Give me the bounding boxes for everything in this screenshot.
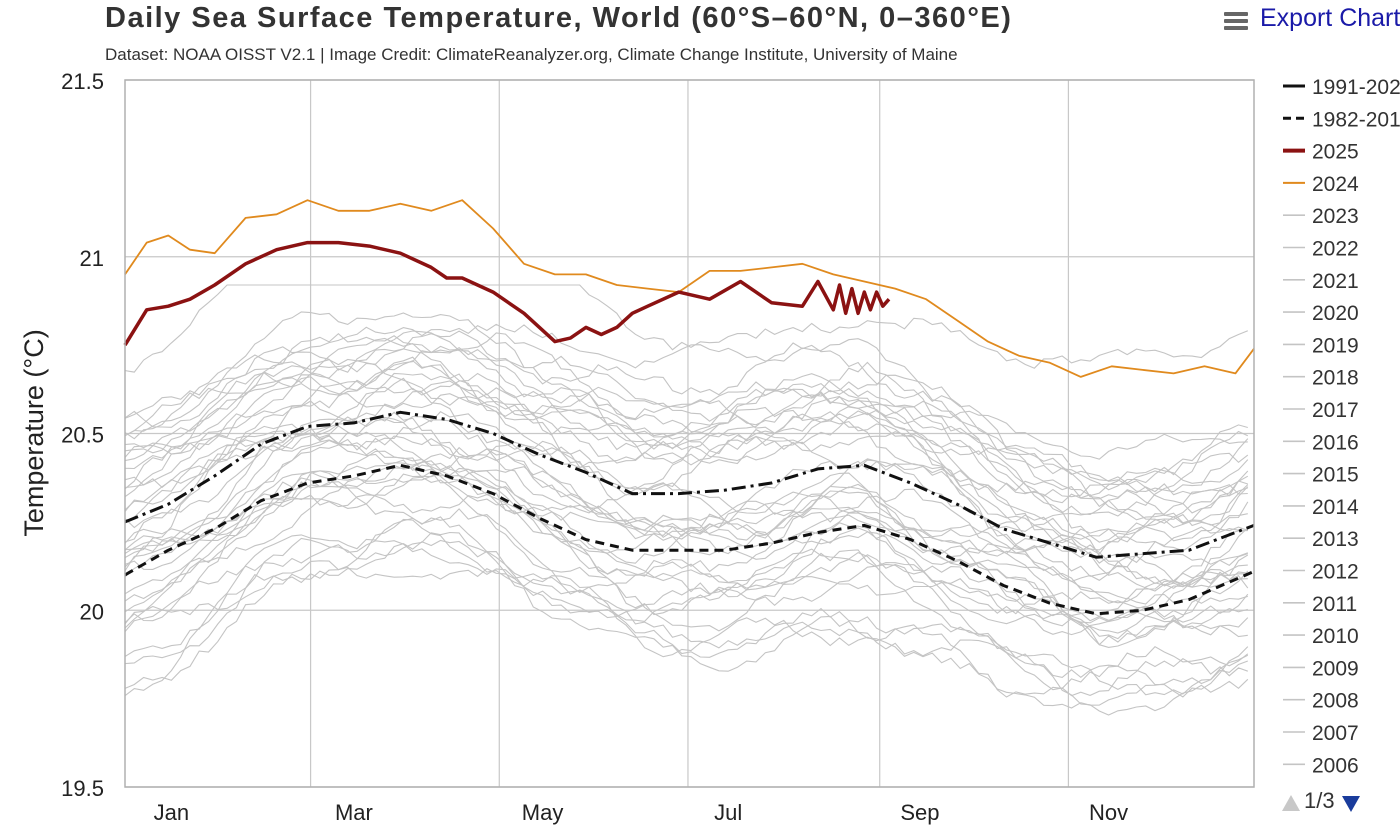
x-tick-label: May (522, 800, 564, 825)
year-line (124, 539, 1248, 709)
year-line (124, 330, 1249, 497)
legend-item-label: 1991-202 (1312, 76, 1400, 99)
legend-item-label: 2011 (1312, 593, 1357, 616)
x-tick-label: Jul (714, 800, 742, 825)
year-line (124, 348, 1248, 514)
series-layer (123, 199, 1255, 616)
x-tick-label: Nov (1089, 800, 1128, 825)
year-line (124, 419, 1248, 583)
legend-item-label: 2015 (1312, 464, 1359, 487)
legend-item-label: 1982-201 (1312, 108, 1400, 131)
year-line (124, 476, 1249, 636)
series-line-2024 (124, 199, 1255, 378)
pager-down-icon[interactable] (1342, 796, 1360, 812)
legend-item-label: 2025 (1312, 141, 1359, 164)
y-tick-label: 21 (80, 246, 104, 271)
year-line (124, 323, 1248, 484)
y-tick-label: 20.5 (61, 423, 104, 448)
legend-item-label: 2013 (1312, 528, 1359, 551)
legend-pager: 1/3 (1282, 788, 1400, 818)
legend-item-label: 2006 (1312, 754, 1359, 777)
y-tick-label: 20 (80, 599, 104, 624)
year-line (124, 330, 1249, 498)
y-tick-label: 19.5 (61, 776, 104, 801)
y-tick-label: 21.5 (61, 69, 104, 94)
year-line (124, 356, 1249, 524)
x-tick-labels: Jan Mar May Jul Sep Nov (154, 800, 1129, 825)
legend-item-label: 2024 (1312, 173, 1359, 196)
year-line (124, 380, 1248, 555)
year-line (124, 411, 1248, 577)
legend-item-label: 2010 (1312, 625, 1359, 648)
pager-label: 1/3 (1304, 788, 1335, 813)
year-line (124, 284, 1249, 373)
year-line (124, 409, 1248, 585)
legend-item-label: 2009 (1312, 657, 1359, 680)
year-line (124, 472, 1249, 628)
series-line-1991-2020-mean (124, 410, 1255, 559)
plot-frame (124, 79, 1255, 788)
export-chart-button[interactable]: Export Chart (1224, 4, 1400, 36)
year-line (124, 332, 1249, 511)
year-line (124, 464, 1249, 640)
year-line (124, 516, 1249, 678)
legend-item-label: 2016 (1312, 431, 1359, 454)
year-line (124, 332, 1249, 491)
year-line (124, 372, 1249, 552)
year-line (124, 423, 1248, 588)
legend-item-label: 2018 (1312, 367, 1359, 390)
year-line (124, 360, 1249, 525)
chart-title: Daily Sea Surface Temperature, World (60… (105, 2, 1013, 34)
year-line (124, 518, 1249, 698)
year-line (124, 358, 1248, 521)
series-line-2025 (123, 240, 891, 347)
legend-item-label: 2021 (1312, 270, 1359, 293)
x-tick-label: Sep (900, 800, 939, 825)
year-line (124, 411, 1249, 588)
export-chart-label: Export Chart (1260, 4, 1400, 32)
y-tick-labels: 19.5 20 20.5 21 21.5 (61, 69, 104, 801)
legend-item-label: 2007 (1312, 722, 1359, 745)
year-line (124, 444, 1248, 600)
legend-item-label: 2019 (1312, 334, 1359, 357)
year-line (124, 439, 1249, 604)
legend-item-label: 2008 (1312, 690, 1359, 713)
year-line (124, 460, 1248, 618)
legend-item-label: 2023 (1312, 205, 1359, 228)
legend-item-label: 2022 (1312, 238, 1359, 261)
background-year-lines (124, 284, 1249, 716)
series-line-1982-2011-mean (124, 463, 1255, 616)
year-line (124, 481, 1248, 648)
legend-item-label: 2014 (1312, 496, 1359, 519)
legend-item-label: 2012 (1312, 561, 1359, 584)
x-tick-label: Mar (335, 800, 373, 825)
y-axis-label: Temperature (°C) (19, 329, 49, 536)
year-line (124, 450, 1249, 629)
year-line (124, 376, 1248, 543)
chart-subtitle: Dataset: NOAA OISST V2.1 | Image Credit:… (105, 45, 958, 64)
menu-icon (1224, 12, 1248, 30)
x-tick-label: Jan (154, 800, 189, 825)
legend-item-label: 2020 (1312, 302, 1359, 325)
legend-item-label: 2017 (1312, 399, 1359, 422)
pager-up-icon[interactable] (1282, 795, 1300, 811)
legend: 1991-202 1982-201 2025 2024 2023 2022 2021 2020… (1283, 76, 1400, 777)
year-line (124, 349, 1249, 516)
year-line (124, 540, 1249, 696)
